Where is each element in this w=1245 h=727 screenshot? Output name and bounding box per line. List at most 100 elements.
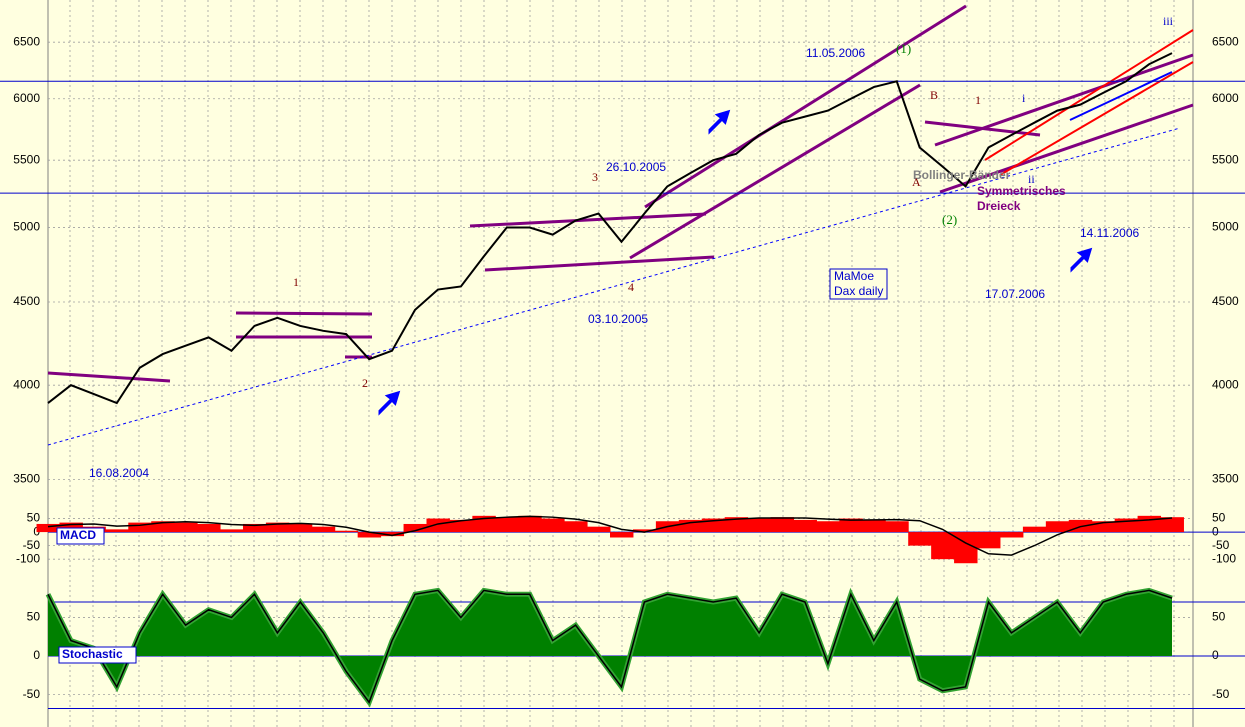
macd-bar — [197, 523, 221, 533]
annotation: 11.05.2006 — [806, 46, 865, 60]
panel-title: MACD — [60, 528, 96, 542]
wave-label: 1 — [293, 275, 299, 289]
y-tick-label: 3500 — [13, 472, 40, 486]
macd-bar — [380, 532, 405, 537]
annotation: MaMoe — [834, 269, 874, 283]
title-box — [58, 646, 137, 664]
arrow — [708, 109, 731, 135]
macd-bar — [403, 523, 427, 533]
macd-bar — [242, 523, 267, 533]
macd-bar — [59, 522, 83, 533]
trendlines — [47, 4, 1194, 446]
macd-bar — [495, 517, 519, 533]
y-tick-label: -100 — [16, 551, 40, 565]
trendline — [924, 120, 1041, 137]
macd-bar — [472, 515, 496, 533]
macd-bar — [977, 532, 1001, 549]
label-box — [829, 268, 888, 300]
stochastic-area — [48, 590, 1172, 703]
wave-label: 1 — [975, 93, 981, 107]
y-tick-label: 50 — [27, 610, 41, 624]
y-tick-label: 4000 — [1212, 377, 1239, 391]
wave-label: B — [930, 88, 938, 102]
macd-bar — [105, 529, 129, 533]
macd-bar — [839, 518, 863, 533]
trendline — [47, 371, 171, 383]
annotation: 17.07.2006 — [985, 287, 1045, 301]
annotation: Symmetrisches — [977, 184, 1066, 198]
macd-bar — [151, 521, 175, 533]
annotation: 03.10.2005 — [588, 312, 648, 326]
y-tick-label: 50 — [1212, 511, 1226, 525]
macd-bar — [1137, 515, 1162, 533]
title-box — [56, 527, 105, 545]
wave-label: 2 — [362, 376, 368, 390]
y-tick-label: 4000 — [13, 377, 40, 391]
wave-label: A — [912, 175, 921, 189]
trendline — [984, 29, 1194, 161]
macd-bar — [587, 526, 611, 533]
trendline — [469, 212, 707, 228]
macd-bar — [426, 518, 450, 533]
macd-bar — [701, 518, 726, 533]
y-tick-label: 5000 — [1212, 220, 1239, 234]
arrows — [378, 109, 1093, 416]
trendline — [1069, 71, 1173, 121]
arrow — [378, 390, 401, 416]
y-tick-label: -50 — [23, 687, 41, 701]
macd-bar — [747, 518, 772, 533]
y-tick-label: 3500 — [1212, 472, 1239, 486]
macd-bar — [999, 532, 1024, 538]
macd-bar — [36, 523, 60, 533]
macd-bar — [816, 521, 840, 533]
trendline — [939, 103, 1194, 194]
y-tick-label: -50 — [23, 538, 41, 552]
y-tick-label: 50 — [1212, 610, 1226, 624]
macd-bar — [128, 522, 152, 533]
trendline — [235, 311, 373, 316]
macd-bar — [541, 518, 565, 533]
y-tick-label: 6000 — [1212, 91, 1239, 105]
wave-label: iii — [1163, 14, 1174, 28]
y-tick-label: 0 — [33, 648, 40, 662]
macd-bar — [449, 519, 473, 533]
trendline — [484, 255, 715, 272]
arrow — [1070, 247, 1093, 273]
y-tick-label: -50 — [1212, 687, 1230, 701]
wave-label: (1) — [896, 41, 911, 56]
macd-bar — [862, 519, 886, 533]
macd-bar — [1045, 521, 1070, 533]
y-tick-label: 0 — [1212, 524, 1219, 538]
y-tick-label: 4500 — [13, 294, 40, 308]
y-tick-label: 5000 — [13, 220, 40, 234]
y-tick-label: 6500 — [13, 34, 40, 48]
annotation: 26.10.2005 — [606, 160, 666, 174]
macd-bar — [885, 521, 909, 533]
signal-line — [47, 515, 1173, 556]
marks — [0, 52, 1245, 709]
macd-bar — [1160, 517, 1184, 533]
wave-label: 3 — [592, 170, 598, 184]
macd-bar — [265, 522, 290, 533]
macd-bar — [220, 529, 244, 533]
macd-bar — [518, 515, 542, 533]
y-tick-label: 0 — [1212, 648, 1219, 662]
macd-bar — [288, 523, 313, 533]
trendline — [934, 53, 1194, 147]
macd-bar — [724, 517, 749, 533]
y-tick-label: 5500 — [13, 152, 40, 166]
macd-bar — [931, 532, 955, 560]
macd-bar — [357, 532, 382, 538]
y-tick-label: 5500 — [1212, 152, 1239, 166]
y-tick-label: 50 — [27, 511, 41, 525]
macd-bar — [334, 530, 359, 533]
macd-bar — [311, 526, 336, 533]
wave-label: 4 — [628, 280, 634, 294]
annotation: Dax daily — [834, 284, 883, 298]
macd-bar — [1091, 521, 1116, 533]
macd-bar — [610, 532, 634, 538]
annotation: 14.11.2006 — [1080, 226, 1139, 240]
panel-titles: MACD Stochastic — [56, 527, 137, 664]
